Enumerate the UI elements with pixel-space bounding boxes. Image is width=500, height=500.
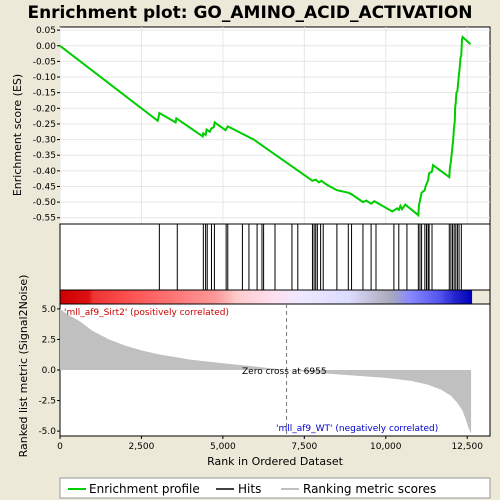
es-y-tick-label: -0.20 (33, 104, 57, 114)
x-tick-label: 7,500 (291, 442, 317, 452)
es-y-tick-label: -0.10 (33, 73, 57, 83)
es-y-tick-label: -0.50 (33, 198, 57, 208)
zero-cross-label: Zero cross at 6955 (242, 367, 327, 377)
rank-color-band (60, 290, 490, 304)
hits-panel (60, 224, 490, 290)
metric-y-tick-label: 0.0 (42, 366, 57, 376)
positive-correlation-label: 'mll_af9_Sirt2' (positively correlated) (64, 308, 229, 318)
es-y-ticks: 0.05 0.00 -0.05 -0.10 -0.15 -0.20 -0.25 -0.30 -0… (33, 26, 60, 224)
es-y-tick-label: -0.30 (33, 136, 57, 146)
es-y-tick-label: -0.25 (33, 120, 56, 130)
metric-y-tick-label: 5.0 (42, 305, 57, 315)
metric-y-tick-label: 2.5 (42, 335, 56, 345)
metric-y-ticks: 5.0 2.5 0.0 -2.5 -5.0 (38, 305, 60, 437)
es-y-tick-label: -0.40 (33, 167, 57, 177)
x-tick-label: 2,500 (129, 442, 155, 452)
x-tick-label: 5,000 (210, 442, 236, 452)
es-y-tick-label: 0.00 (36, 42, 56, 52)
es-panel: 0.05 0.00 -0.05 -0.10 -0.15 -0.20 -0.25 -0.30 -0… (11, 26, 490, 224)
x-tick-label: 12,500 (451, 442, 483, 452)
metric-y-tick-label: -2.5 (38, 397, 56, 407)
x-tick-label: 0 (57, 442, 63, 452)
es-y-label: Enrichment score (ES) (11, 74, 24, 196)
metric-y-tick-label: -5.0 (38, 427, 56, 437)
x-tick-label: 10,000 (370, 442, 402, 452)
legend-item-enrichment-profile: Enrichment profile (89, 482, 200, 496)
rank-gradient-bar (60, 290, 472, 304)
chart-title: Enrichment plot: GO_AMINO_ACID_ACTIVATIO… (27, 3, 472, 23)
es-y-tick-label: -0.15 (33, 89, 56, 99)
legend-item-ranking-metric: Ranking metric scores (303, 482, 436, 496)
x-axis-ticks: 0 2,500 5,000 7,500 10,000 12,500 (57, 436, 483, 452)
es-plot-area (60, 27, 490, 224)
metric-y-label: Ranked list metric (Signal2Noise) (17, 275, 30, 458)
es-y-tick-label: -0.45 (33, 182, 56, 192)
es-y-tick-label: 0.05 (36, 26, 56, 36)
legend-item-hits: Hits (238, 482, 261, 496)
x-axis-label: Rank in Ordered Dataset (207, 455, 344, 468)
legend: Enrichment profile Hits Ranking metric s… (60, 478, 490, 498)
negative-correlation-label: 'mll_af9_WT' (negatively correlated) (276, 424, 438, 434)
es-y-tick-label: -0.55 (33, 214, 56, 224)
es-y-tick-label: -0.05 (33, 57, 56, 67)
es-y-tick-label: -0.35 (33, 151, 56, 161)
